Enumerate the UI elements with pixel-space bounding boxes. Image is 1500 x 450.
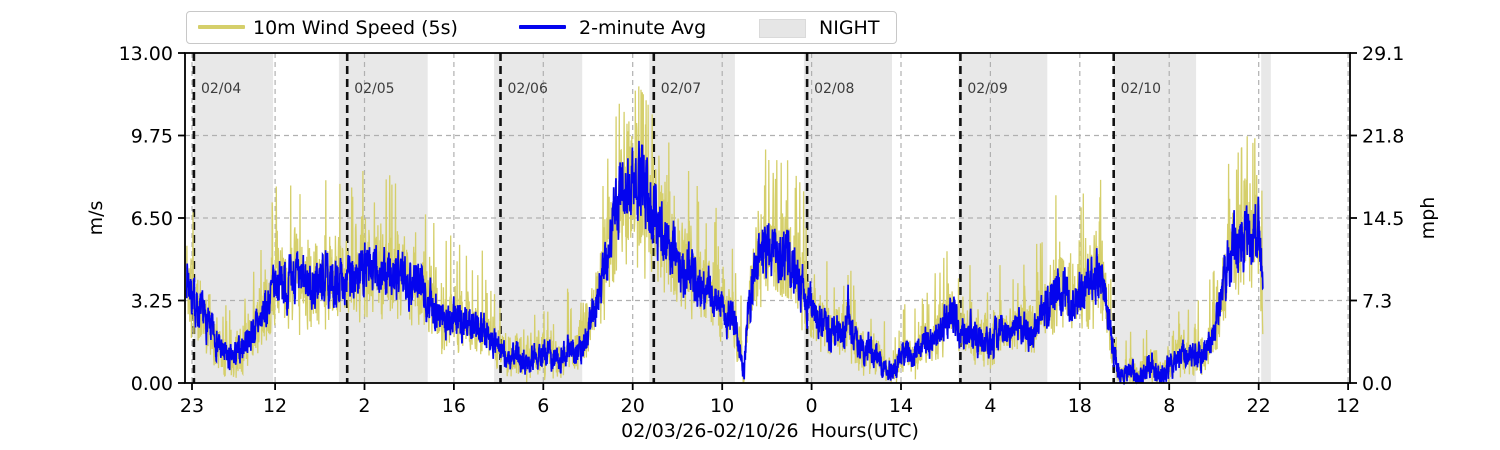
y-tick-label-right: 7.3: [1362, 291, 1392, 313]
x-tick-label: 12: [1336, 395, 1360, 417]
x-tick-label: 16: [442, 395, 466, 417]
y-tick-label-left: 3.25: [131, 291, 173, 313]
x-tick-label: 4: [984, 395, 996, 417]
day-label: 02/06: [508, 81, 548, 97]
legend-night-label: NIGHT: [819, 16, 880, 39]
legend-5s-label: 10m Wind Speed (5s): [253, 16, 458, 39]
day-label: 02/07: [661, 81, 701, 97]
x-tick-label: 12: [263, 395, 287, 417]
x-tick-label: 10: [710, 395, 734, 417]
y-tick-label-right: 0.0: [1362, 373, 1392, 395]
x-tick-label: 18: [1068, 395, 1092, 417]
x-tick-label: 22: [1247, 395, 1271, 417]
y-tick-label-left: 0.00: [131, 373, 173, 395]
y-tick-label-right: 14.5: [1362, 208, 1404, 230]
x-tick-label: 20: [621, 395, 645, 417]
x-axis-label: 02/03/26-02/10/26 Hours(UTC): [621, 420, 919, 442]
y-tick-label-left: 13.00: [119, 43, 173, 65]
day-label: 02/09: [967, 81, 1007, 97]
day-label: 02/10: [1121, 81, 1161, 97]
y-tick-label-left: 6.50: [131, 208, 173, 230]
y-tick-label-left: 9.75: [131, 126, 173, 148]
x-tick-label: 0: [806, 395, 818, 417]
series-2min-avg: [185, 140, 1264, 386]
x-tick-label: 8: [1163, 395, 1175, 417]
legend-avg-label: 2-minute Avg: [579, 16, 707, 39]
y-tick-label-right: 21.8: [1362, 126, 1404, 148]
y-axis-label-right: mph: [1417, 196, 1439, 240]
day-label: 02/05: [354, 81, 394, 97]
legend-avg-line-swatch: [519, 25, 566, 29]
day-label: 02/04: [201, 81, 241, 97]
x-tick-label: 23: [180, 395, 204, 417]
chart-legend: 10m Wind Speed (5s) 2-minute Avg NIGHT: [186, 11, 897, 44]
legend-5s-line-swatch: [198, 25, 245, 29]
x-tick-label: 2: [358, 395, 370, 417]
x-tick-label: 14: [889, 395, 913, 417]
legend-night-patch-swatch: [759, 19, 806, 38]
y-tick-label-right: 29.1: [1362, 43, 1404, 65]
day-label: 02/08: [814, 81, 854, 97]
night-band: [1113, 53, 1197, 383]
x-tick-label: 6: [537, 395, 549, 417]
y-axis-label-left: m/s: [85, 200, 107, 236]
